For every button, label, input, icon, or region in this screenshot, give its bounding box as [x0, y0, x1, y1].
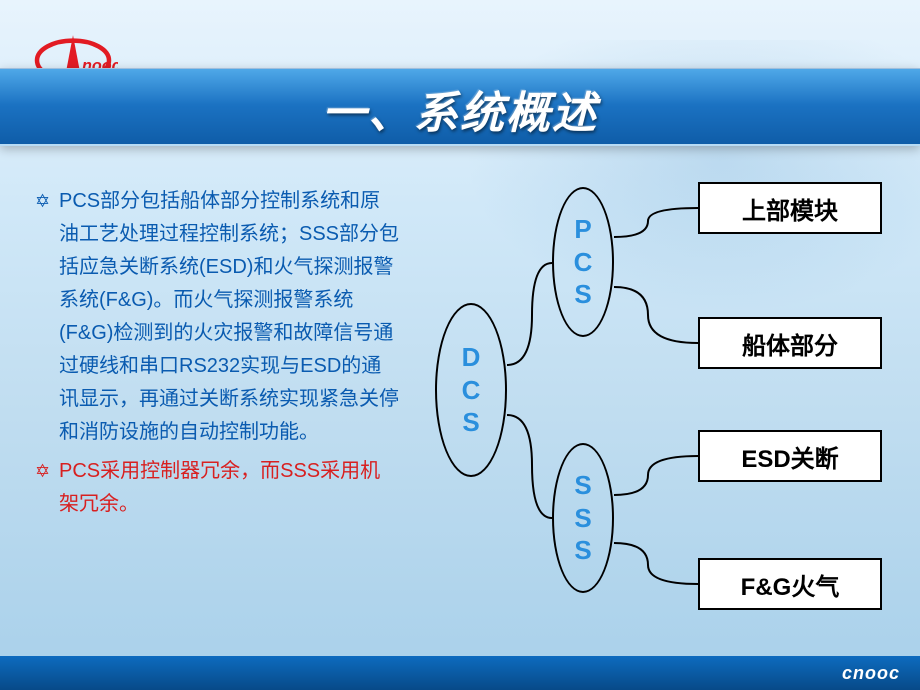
footer-bar: cnooc	[0, 656, 920, 690]
node-label: DCS	[462, 341, 481, 439]
box-top-module: 上部模块	[698, 182, 882, 234]
bullet-item-1: PCS部分包括船体部分控制系统和原油工艺处理过程控制系统；SSS部分包括应急关断…	[35, 185, 400, 449]
footer-brand: cnooc	[842, 663, 900, 684]
slide-title: 一、系统概述	[0, 77, 920, 141]
node-label: PCS	[574, 213, 593, 311]
system-diagram: DCS PCS SSS 上部模块船体部分 ESD关断 F&G火气	[420, 175, 900, 615]
title-bar: 一、系统概述	[0, 68, 920, 146]
node-sss: SSS	[552, 443, 614, 593]
bullet-item-2: PCS采用控制器冗余，而SSS采用机架冗余。	[35, 455, 400, 521]
node-pcs: PCS	[552, 187, 614, 337]
connector	[507, 415, 552, 518]
box-hull-part: 船体部分	[698, 317, 882, 369]
connector	[507, 263, 552, 365]
connector	[614, 287, 698, 343]
box-esd-cutoff: ESD关断	[698, 430, 882, 482]
bullet-list: PCS部分包括船体部分控制系统和原油工艺处理过程控制系统；SSS部分包括应急关断…	[35, 185, 400, 527]
connector	[614, 208, 698, 237]
connector	[614, 543, 698, 584]
node-label: SSS	[574, 469, 591, 567]
box-fg-fire-gas: F&G火气	[698, 558, 882, 610]
connector	[614, 456, 698, 495]
node-dcs: DCS	[435, 303, 507, 477]
content-area: PCS部分包括船体部分控制系统和原油工艺处理过程控制系统；SSS部分包括应急关断…	[25, 175, 895, 630]
